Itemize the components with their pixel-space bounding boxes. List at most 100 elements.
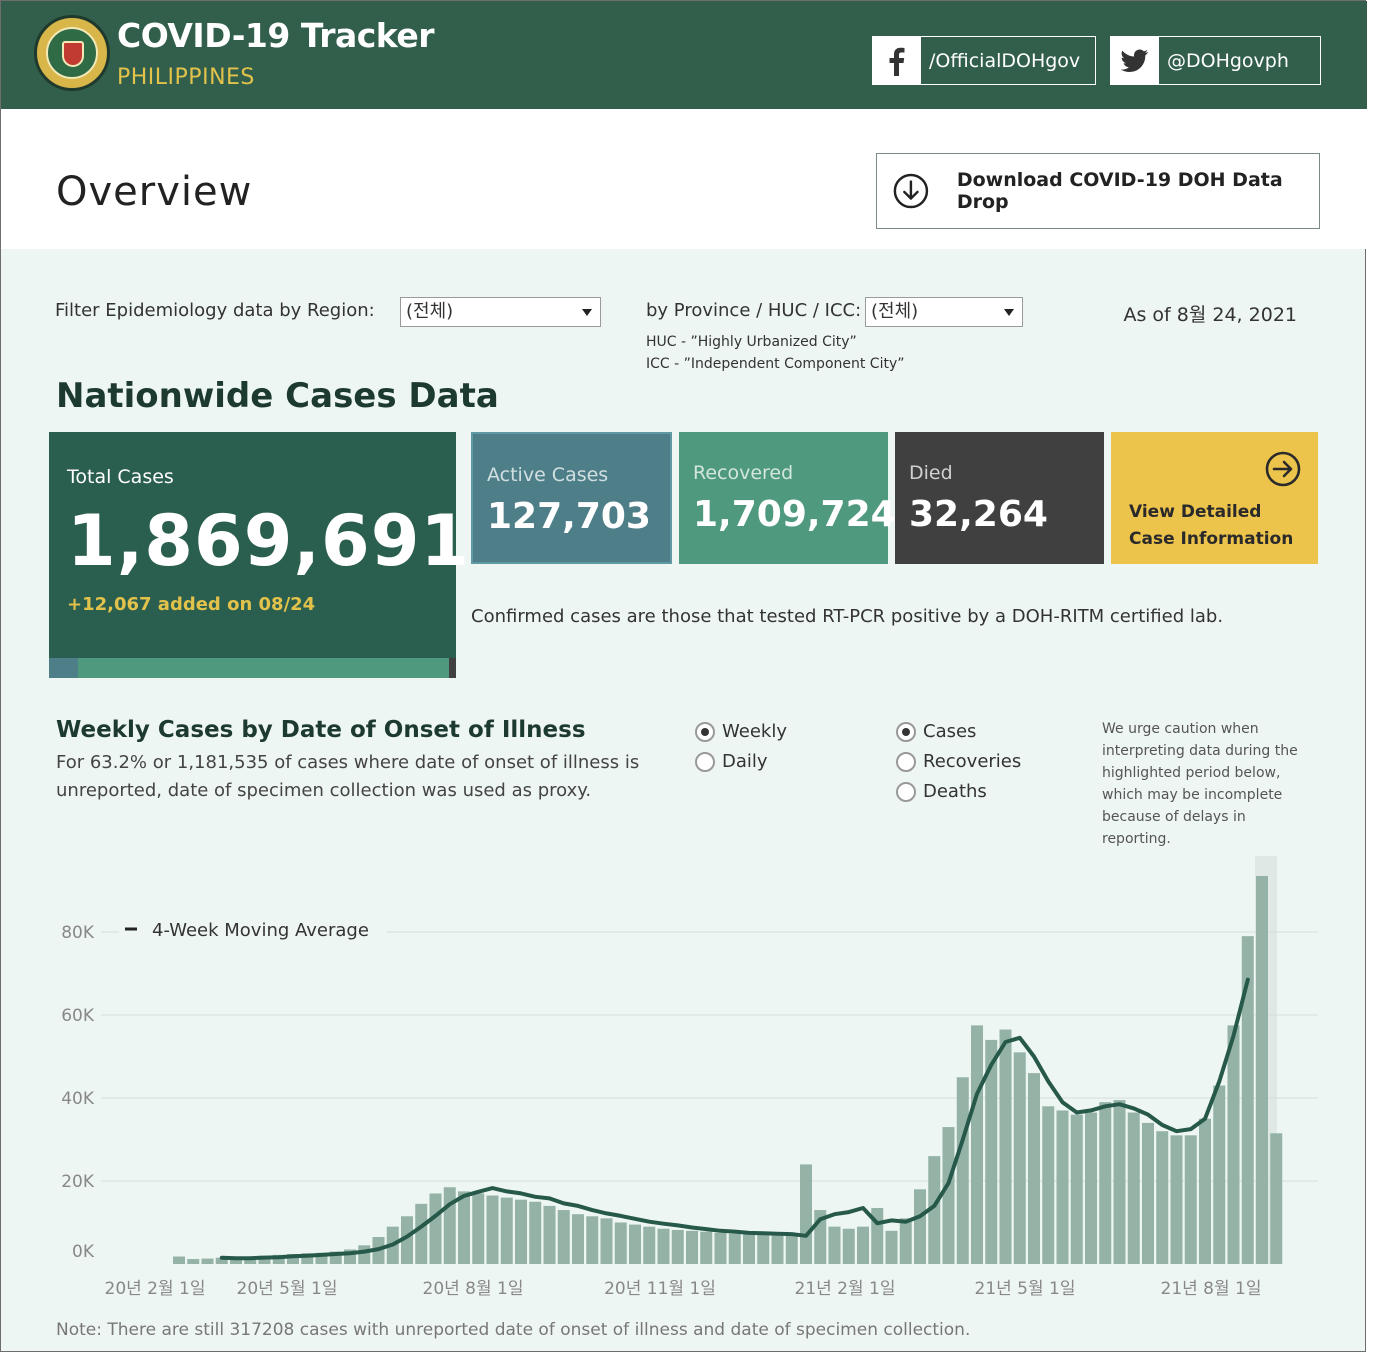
weekly-bar (1085, 1112, 1097, 1264)
weekly-bar (472, 1193, 485, 1264)
weekly-bar (173, 1256, 185, 1264)
icc-note: ICC - ”Independent Component City” (646, 356, 905, 372)
weekly-bar (1028, 1073, 1040, 1264)
active-cases-label: Active Cases (487, 464, 609, 486)
weekly-bar (842, 1228, 855, 1264)
weekly-bar (201, 1258, 214, 1264)
weekly-bar (529, 1201, 542, 1264)
confirmed-cases-note: Confirmed cases are those that tested RT… (471, 606, 1224, 627)
weekly-bar (800, 1164, 812, 1264)
radio-cases[interactable]: Cases (896, 721, 976, 742)
chevron-down-icon (582, 309, 592, 316)
weekly-bar (543, 1205, 556, 1264)
weekly-chart-title: Weekly Cases by Date of Onset of Illness (56, 717, 586, 743)
recovered-share-bar (78, 658, 449, 678)
weekly-bar (1227, 1025, 1240, 1264)
x-tick-label: 20년 5월 1일 (237, 1279, 338, 1299)
weekly-bar (301, 1253, 314, 1264)
page-title: Overview (56, 169, 253, 215)
as-of-date: As of 8월 24, 2021 (1123, 304, 1297, 326)
weekly-bar (686, 1230, 698, 1264)
weekly-bar (629, 1224, 641, 1264)
moving-average-line (219, 977, 1250, 1261)
weekly-bar (258, 1255, 271, 1264)
y-tick-label: 60K (61, 1006, 95, 1026)
weekly-bar (757, 1234, 770, 1264)
x-tick-label: 20년 2월 1일 (105, 1279, 206, 1299)
total-cases-label: Total Cases (67, 466, 174, 488)
weekly-chart-description: For 63.2% or 1,181,535 of cases where da… (56, 752, 640, 801)
huc-note: HUC - ”Highly Urbanized City” (646, 334, 857, 350)
facebook-link[interactable]: /OfficialDOHgov (872, 36, 1096, 85)
download-data-drop-button[interactable]: Download COVID-19 DOH Data Drop (876, 153, 1320, 229)
twitter-link[interactable]: @DOHgovph (1110, 36, 1321, 85)
radio-empty-icon (896, 781, 916, 802)
arrow-right-circle-icon (1265, 451, 1301, 487)
x-tick-label: 20년 11월 1일 (604, 1279, 716, 1299)
weekly-bar (486, 1195, 499, 1264)
weekly-bar (1142, 1122, 1154, 1264)
weekly-bar (657, 1228, 670, 1264)
region-select-value: (전체) (406, 301, 454, 322)
y-tick-label: 20K (61, 1172, 95, 1192)
died-value: 32,264 (909, 494, 1048, 535)
weekly-bar (999, 1029, 1012, 1264)
caution-note: We urge caution when interpreting data d… (1102, 721, 1298, 847)
doh-seal-logo (34, 15, 110, 91)
weekly-bar (956, 1077, 969, 1264)
radio-daily[interactable]: Daily (695, 751, 768, 772)
province-select[interactable]: (전체) (865, 297, 1023, 327)
weekly-bar (785, 1235, 798, 1264)
weekly-bar (1213, 1085, 1226, 1264)
total-cases-value: 1,869,691 (67, 500, 471, 582)
died-label: Died (909, 462, 953, 484)
total-cases-card: Total Cases 1,869,691 +12,067 added on 0… (49, 432, 469, 678)
radio-deaths[interactable]: Deaths (896, 781, 987, 802)
weekly-bar (1256, 875, 1268, 1264)
active-cases-card: Active Cases 127,703 (471, 432, 672, 564)
radio-selected-icon (695, 721, 715, 742)
twitter-handle: @DOHgovph (1167, 49, 1289, 72)
overview-band: Overview Download COVID-19 DOH Data Drop (1, 109, 1367, 249)
weekly-bar (771, 1234, 784, 1264)
weekly-bar (1199, 1118, 1211, 1264)
app-subtitle: PHILIPPINES (117, 65, 255, 90)
weekly-bar (928, 1156, 941, 1264)
weekly-bar (1013, 1052, 1026, 1264)
legend-bg (119, 916, 387, 944)
view-detailed-case-info-button[interactable]: View Detailed Case Information (1111, 432, 1318, 564)
region-filter-label: Filter Epidemiology data by Region: (55, 300, 375, 321)
download-button-label: Download COVID-19 DOH Data Drop (956, 169, 1283, 213)
x-tick-label: 20년 8월 1일 (423, 1279, 524, 1299)
weekly-bar (429, 1193, 442, 1264)
weekly-bar (415, 1203, 428, 1264)
weekly-bar (287, 1254, 299, 1264)
radio-empty-icon (896, 751, 916, 772)
weekly-bar (857, 1226, 869, 1264)
region-select[interactable]: (전체) (400, 297, 601, 327)
weekly-bar (1042, 1106, 1055, 1264)
radio-weekly[interactable]: Weekly (695, 721, 787, 742)
legend-label: 4-Week Moving Average (152, 920, 369, 941)
nationwide-title: Nationwide Cases Data (56, 376, 499, 416)
weekly-bar (515, 1199, 527, 1264)
weekly-bar (458, 1191, 470, 1264)
download-circle-icon (893, 173, 929, 209)
weekly-bar (1184, 1135, 1197, 1264)
facebook-icon (873, 37, 921, 84)
radio-selected-icon (896, 721, 916, 742)
weekly-bar (671, 1229, 684, 1264)
weekly-bar (1113, 1100, 1126, 1264)
weekly-bar (828, 1226, 841, 1264)
weekly-bar (215, 1257, 228, 1264)
weekly-bar (187, 1259, 200, 1264)
weekly-bar (971, 1025, 983, 1264)
weekly-bar (358, 1245, 371, 1264)
radio-recoveries[interactable]: Recoveries (896, 751, 1021, 772)
facebook-handle: /OfficialDOHgov (929, 49, 1081, 72)
app-title: COVID-19 Tracker (117, 16, 435, 55)
weekly-bar (230, 1256, 242, 1264)
unreported-cases-footnote: Note: There are still 317208 cases with … (56, 1320, 971, 1340)
weekly-bar (1170, 1135, 1183, 1264)
weekly-bar (1099, 1102, 1112, 1264)
